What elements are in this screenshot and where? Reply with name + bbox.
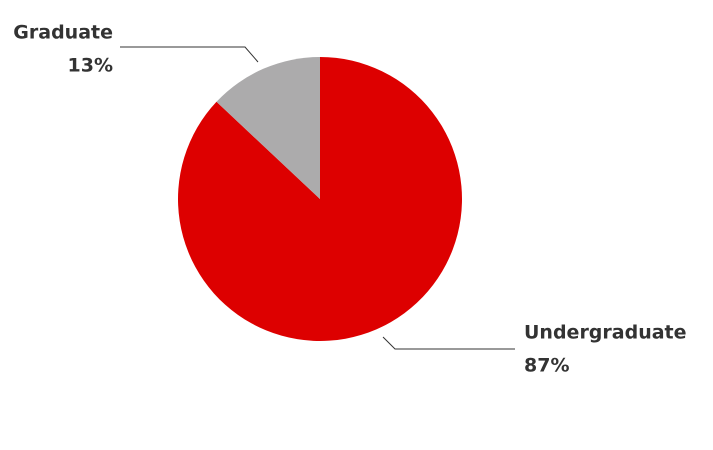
leader-line <box>382 336 515 350</box>
value-label: 13% <box>68 55 113 77</box>
slice-label: Undergraduate <box>524 322 687 344</box>
slice-label: Graduate <box>13 22 113 44</box>
pie-slice <box>177 57 462 341</box>
leader-line <box>120 46 259 63</box>
pie-slice <box>216 56 320 199</box>
value-label: 87% <box>524 355 569 377</box>
